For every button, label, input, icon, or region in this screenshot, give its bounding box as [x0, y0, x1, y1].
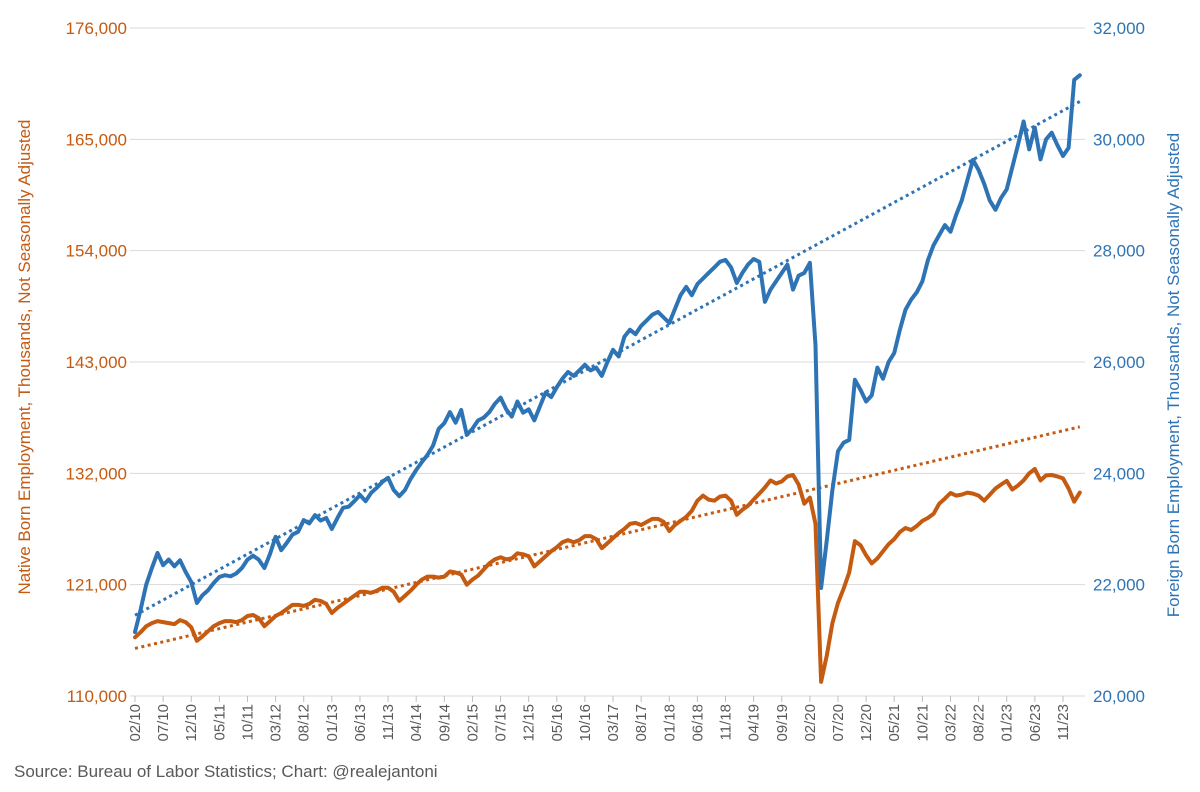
- left-axis-tick-label: 176,000: [66, 19, 127, 38]
- right-axis-tick-label: 24,000: [1093, 464, 1145, 483]
- x-tick-label: 05/21: [886, 704, 903, 742]
- right-axis-tick-label: 32,000: [1093, 19, 1145, 38]
- x-tick-label: 12/15: [521, 704, 538, 742]
- x-tick-label: 10/21: [914, 704, 931, 742]
- x-tick-label: 07/10: [155, 704, 172, 742]
- x-tick-label: 11/18: [718, 704, 735, 740]
- x-tick-label: 01/18: [661, 704, 678, 742]
- x-tick-label: 03/12: [268, 704, 285, 742]
- x-tick-label: 04/14: [408, 704, 425, 742]
- native-born-trendline: [134, 425, 1081, 650]
- x-tick-label: 07/20: [830, 704, 847, 742]
- x-tick-label: 02/15: [464, 704, 481, 742]
- foreign-born-series-line: [133, 73, 1082, 634]
- x-tick-label: 07/15: [493, 704, 510, 742]
- x-tick-label: 01/23: [999, 704, 1016, 742]
- x-tick-label: 04/19: [746, 704, 763, 742]
- left-axis-tick-label: 132,000: [66, 464, 127, 483]
- native-born-series-line: [133, 467, 1082, 684]
- x-tick-label: 12/10: [183, 704, 200, 742]
- right-axis-tick-label: 28,000: [1093, 242, 1145, 261]
- right-axis-tick-label: 22,000: [1093, 576, 1145, 595]
- x-tick-label: 08/17: [633, 704, 650, 742]
- x-tick-label: 01/13: [324, 704, 341, 742]
- left-axis-tick-label: 143,000: [66, 353, 127, 372]
- right-axis-title: Foreign Born Employment, Thousands, Not …: [1164, 132, 1183, 618]
- right-axis-tick-label: 30,000: [1093, 130, 1145, 149]
- x-tick-label: 08/22: [971, 704, 988, 742]
- x-tick-label: 06/13: [352, 704, 369, 742]
- x-tick-label: 06/23: [1027, 704, 1044, 742]
- x-tick-label: 08/12: [296, 704, 313, 742]
- x-tick-label: 09/14: [436, 704, 453, 742]
- x-tick-label: 10/16: [577, 704, 594, 742]
- source-note: Source: Bureau of Labor Statistics; Char…: [14, 762, 438, 781]
- x-tick-label: 11/13: [380, 704, 397, 740]
- left-axis-tick-label: 110,000: [67, 687, 127, 706]
- right-axis-tick-label: 20,000: [1093, 687, 1145, 706]
- x-tick-label: 06/18: [689, 704, 706, 742]
- x-tick-label: 02/20: [802, 704, 819, 742]
- right-axis-tick-label: 26,000: [1093, 353, 1145, 372]
- left-axis-title: Native Born Employment, Thousands, Not S…: [15, 119, 34, 595]
- x-tick-label: 10/11: [239, 704, 256, 740]
- left-axis-tick-label: 165,000: [66, 130, 127, 149]
- left-axis-tick-label: 154,000: [66, 242, 127, 261]
- x-tick-label: 09/19: [774, 704, 791, 742]
- x-tick-label: 03/22: [942, 704, 959, 742]
- x-tick-label: 12/20: [858, 704, 875, 742]
- x-tick-label: 03/17: [605, 704, 622, 742]
- x-tick-label: 05/11: [211, 704, 228, 740]
- x-tick-label: 11/23: [1055, 704, 1072, 740]
- x-tick-label: 02/10: [127, 704, 144, 742]
- left-axis-tick-label: 121,000: [66, 576, 127, 595]
- x-tick-label: 05/16: [549, 704, 566, 742]
